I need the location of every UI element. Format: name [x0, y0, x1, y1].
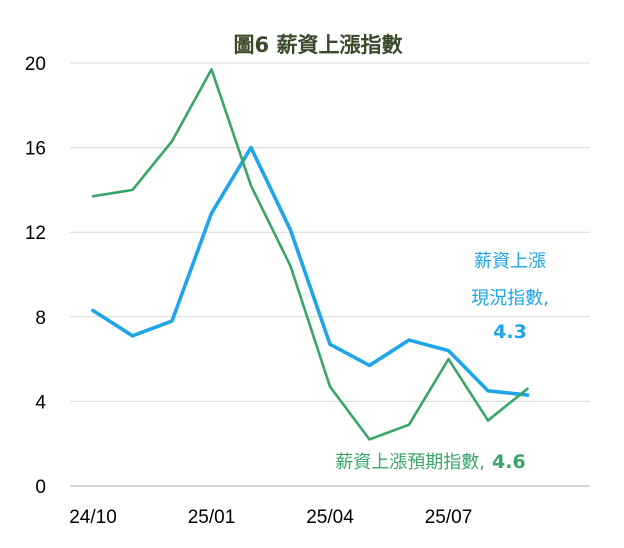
x-axis-ticks: 24/10 25/01 25/04 25/07: [69, 507, 472, 528]
y-tick-label-4: 4: [35, 392, 46, 413]
expected-index-label: 薪資上漲預期指數,: [335, 452, 485, 473]
chart-title: 圖6 薪資上漲指數: [234, 33, 403, 57]
x-tick-label-25-01: 25/01: [188, 507, 236, 528]
x-tick-label-24-10: 24/10: [69, 507, 117, 528]
y-tick-label-12: 12: [25, 223, 46, 244]
series-lines: [91, 68, 530, 441]
current-index-label-line2: 現況指數,: [471, 288, 549, 309]
series-current-index-line: [91, 145, 530, 397]
y-tick-label-0: 0: [35, 477, 46, 498]
x-tick-label-25-04: 25/04: [306, 507, 354, 528]
y-tick-label-8: 8: [35, 308, 46, 329]
current-index-label-line1: 薪資上漲: [474, 251, 546, 272]
grid: [70, 62, 590, 487]
series-expected-index-line: [91, 68, 529, 441]
x-tick-label-25-07: 25/07: [425, 507, 473, 528]
expected-index-value: 4.6: [492, 451, 526, 473]
y-axis-ticks: 0 4 8 12 16 20: [25, 54, 47, 498]
current-index-value: 4.3: [493, 321, 527, 343]
y-tick-label-16: 16: [25, 139, 46, 160]
y-tick-label-20: 20: [25, 54, 46, 75]
